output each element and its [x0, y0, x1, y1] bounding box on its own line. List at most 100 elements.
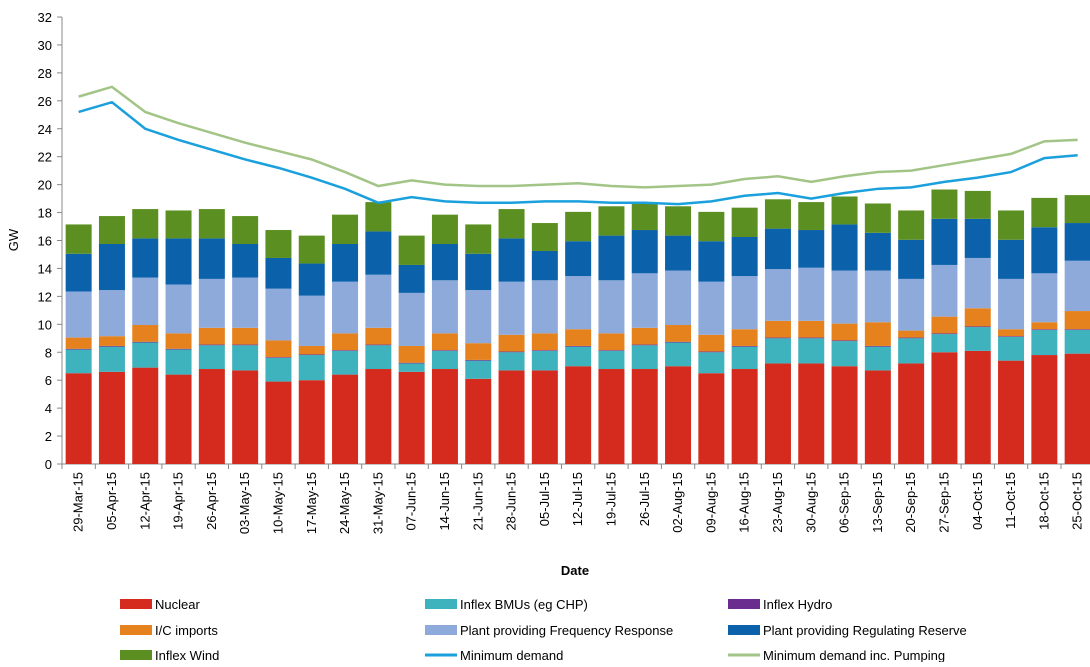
- bar-segment: [1064, 195, 1090, 224]
- bar-segment: [998, 329, 1025, 337]
- bar-segment: [198, 344, 225, 346]
- x-tick-label: 26-Jul-15: [637, 472, 652, 526]
- y-tick-label: 8: [45, 345, 52, 360]
- bar-segment: [998, 278, 1025, 330]
- bar-segment: [265, 357, 292, 358]
- bar-segment: [898, 210, 925, 240]
- y-tick-label: 2: [45, 429, 52, 444]
- bar-segment: [731, 346, 758, 370]
- bar-segment: [898, 330, 925, 338]
- bar-segment: [964, 190, 991, 219]
- bar-segment: [265, 257, 292, 289]
- x-tick-label: 16-Aug-15: [737, 472, 752, 533]
- bar-segment: [65, 349, 92, 374]
- bar-segment: [964, 308, 991, 327]
- bar-segment: [132, 277, 159, 326]
- bar-segment: [798, 337, 825, 339]
- bar-segment: [365, 202, 392, 232]
- bar-segment: [332, 281, 359, 334]
- bar-segment: [764, 228, 791, 270]
- bar-segment: [431, 369, 458, 464]
- bar-segment: [764, 338, 791, 364]
- bar-segment: [332, 214, 359, 244]
- bar-segment: [132, 238, 159, 278]
- bar-segment: [298, 295, 325, 346]
- bar-segment: [132, 342, 159, 368]
- bar-segment: [531, 370, 558, 464]
- x-tick-label: 24-May-15: [337, 472, 352, 534]
- bar-segment: [265, 357, 292, 382]
- bar-segment: [698, 281, 725, 335]
- bar-segment: [332, 350, 359, 375]
- x-tick-label: 18-Oct-15: [1036, 472, 1051, 530]
- bar-segment: [998, 239, 1025, 279]
- x-tick-label: 19-Apr-15: [171, 472, 186, 530]
- bar-segment: [798, 230, 825, 268]
- legend-swatch: [120, 625, 152, 635]
- bar-segment: [365, 344, 392, 346]
- bar-segment: [198, 238, 225, 279]
- bar-segment: [398, 345, 425, 363]
- bar-segment: [631, 345, 658, 370]
- bar-segment: [98, 216, 125, 244]
- bar-segment: [831, 196, 858, 225]
- bar-segment: [698, 241, 725, 282]
- bar-segment: [398, 371, 425, 464]
- x-tick-label: 10-May-15: [270, 472, 285, 534]
- bar-segment: [332, 333, 359, 351]
- x-tick-label: 03-May-15: [237, 472, 252, 534]
- bar-segment: [931, 316, 958, 334]
- bar-segment: [465, 360, 492, 379]
- bar-segment: [831, 366, 858, 464]
- bar-segment: [764, 320, 791, 338]
- bar-segment: [431, 214, 458, 244]
- bar-segment: [1031, 329, 1058, 356]
- bar-segment: [698, 211, 725, 242]
- bar-segment: [798, 320, 825, 338]
- bar-segment: [165, 238, 192, 285]
- bar-segment: [831, 224, 858, 271]
- bar-segment: [431, 333, 458, 351]
- bar-segment: [365, 327, 392, 345]
- bar-segment: [631, 230, 658, 274]
- bar-segment: [132, 341, 159, 343]
- bar-segment: [864, 322, 891, 346]
- bar-segment: [598, 369, 625, 464]
- bar-segment: [232, 277, 259, 328]
- x-tick-label: 23-Aug-15: [770, 472, 785, 533]
- bar-segment: [1031, 322, 1058, 330]
- bar-segment: [65, 348, 92, 350]
- bar-segment: [764, 337, 791, 339]
- y-tick-label: 26: [38, 94, 52, 109]
- x-tick-label: 11-Oct-15: [1003, 472, 1018, 529]
- bar-segment: [1064, 329, 1090, 330]
- bar-segment: [98, 290, 125, 337]
- bar-segment: [731, 345, 758, 347]
- legend-label: I/C imports: [155, 623, 218, 638]
- line: [78, 100, 1078, 206]
- bar-segment: [232, 216, 259, 244]
- bar-segment: [798, 338, 825, 364]
- bar-segment: [898, 278, 925, 331]
- bar-segment: [165, 349, 192, 375]
- y-tick-label: 18: [38, 206, 52, 221]
- bar-segment: [698, 373, 725, 464]
- y-tick-label: 6: [45, 373, 52, 388]
- bar-segment: [931, 334, 958, 353]
- x-tick-label: 12-Apr-15: [137, 472, 152, 530]
- bar-segment: [898, 337, 925, 339]
- bar-segment: [964, 326, 991, 328]
- bar-segment: [565, 366, 592, 464]
- x-tick-label: 14-Jun-15: [437, 472, 452, 531]
- x-tick-label: 28-Jun-15: [504, 472, 519, 531]
- x-tick-label: 17-May-15: [304, 472, 319, 534]
- x-tick-label: 04-Oct-15: [970, 472, 985, 530]
- bar-segment: [964, 257, 991, 309]
- bar-segment: [198, 327, 225, 345]
- legend-swatch: [120, 650, 152, 660]
- bar-segment: [831, 323, 858, 341]
- bar-segment: [465, 378, 492, 464]
- bar-segment: [931, 218, 958, 265]
- bar-segment: [665, 206, 692, 236]
